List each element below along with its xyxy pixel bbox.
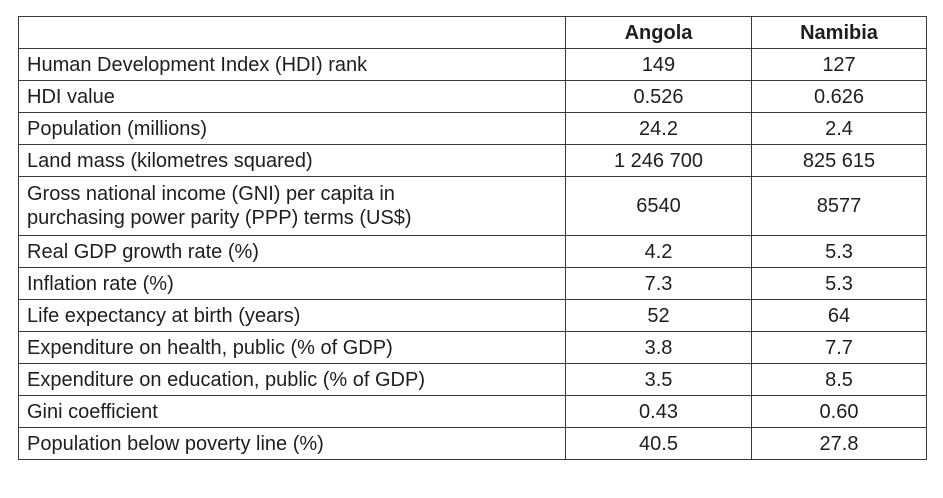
header-angola: Angola	[565, 16, 752, 49]
row-label: Real GDP growth rate (%)	[18, 235, 566, 268]
angola-value: 4.2	[565, 235, 752, 268]
table-row: Life expectancy at birth (years) 52 64	[18, 299, 927, 332]
table-row: Inflation rate (%) 7.3 5.3	[18, 267, 927, 300]
namibia-value: 5.3	[751, 235, 927, 268]
table-row: Population below poverty line (%) 40.5 2…	[18, 427, 927, 460]
namibia-value: 7.7	[751, 331, 927, 364]
angola-value: 0.526	[565, 80, 752, 113]
namibia-value: 8.5	[751, 363, 927, 396]
row-label: Population (millions)	[18, 112, 566, 145]
angola-value: 6540	[565, 176, 752, 236]
header-empty-cell	[18, 16, 566, 49]
row-label: Land mass (kilometres squared)	[18, 144, 566, 177]
row-label: Population below poverty line (%)	[18, 427, 566, 460]
namibia-value: 2.4	[751, 112, 927, 145]
angola-value: 52	[565, 299, 752, 332]
row-label: HDI value	[18, 80, 566, 113]
angola-value: 0.43	[565, 395, 752, 428]
table-row: Expenditure on health, public (% of GDP)…	[18, 331, 927, 364]
table-row: Gross national income (GNI) per capita i…	[18, 176, 927, 236]
row-label: Gross national income (GNI) per capita i…	[18, 176, 566, 236]
namibia-value: 0.60	[751, 395, 927, 428]
namibia-value: 64	[751, 299, 927, 332]
row-label-line: purchasing power parity (PPP) terms (US$…	[27, 207, 412, 229]
row-label: Expenditure on education, public (% of G…	[18, 363, 566, 396]
angola-value: 7.3	[565, 267, 752, 300]
angola-value: 149	[565, 48, 752, 81]
namibia-value: 8577	[751, 176, 927, 236]
namibia-value: 27.8	[751, 427, 927, 460]
angola-value: 3.8	[565, 331, 752, 364]
row-label: Life expectancy at birth (years)	[18, 299, 566, 332]
table-row: HDI value 0.526 0.626	[18, 80, 927, 113]
namibia-value: 5.3	[751, 267, 927, 300]
row-label: Human Development Index (HDI) rank	[18, 48, 566, 81]
angola-value: 40.5	[565, 427, 752, 460]
table-row: Real GDP growth rate (%) 4.2 5.3	[18, 235, 927, 268]
row-label: Gini coefficient	[18, 395, 566, 428]
namibia-value: 127	[751, 48, 927, 81]
namibia-value: 0.626	[751, 80, 927, 113]
table-row: Population (millions) 24.2 2.4	[18, 112, 927, 145]
table-row: Expenditure on education, public (% of G…	[18, 363, 927, 396]
angola-value: 3.5	[565, 363, 752, 396]
table-row: Human Development Index (HDI) rank 149 1…	[18, 48, 927, 81]
row-label: Expenditure on health, public (% of GDP)	[18, 331, 566, 364]
angola-value: 24.2	[565, 112, 752, 145]
comparison-table: Angola Namibia Human Development Index (…	[18, 16, 927, 460]
header-namibia: Namibia	[751, 16, 927, 49]
table-row: Land mass (kilometres squared) 1 246 700…	[18, 144, 927, 177]
angola-value: 1 246 700	[565, 144, 752, 177]
namibia-value: 825 615	[751, 144, 927, 177]
header-row: Angola Namibia	[18, 16, 927, 49]
row-label: Inflation rate (%)	[18, 267, 566, 300]
table-row: Gini coefficient 0.43 0.60	[18, 395, 927, 428]
row-label-line: Gross national income (GNI) per capita i…	[27, 183, 395, 205]
